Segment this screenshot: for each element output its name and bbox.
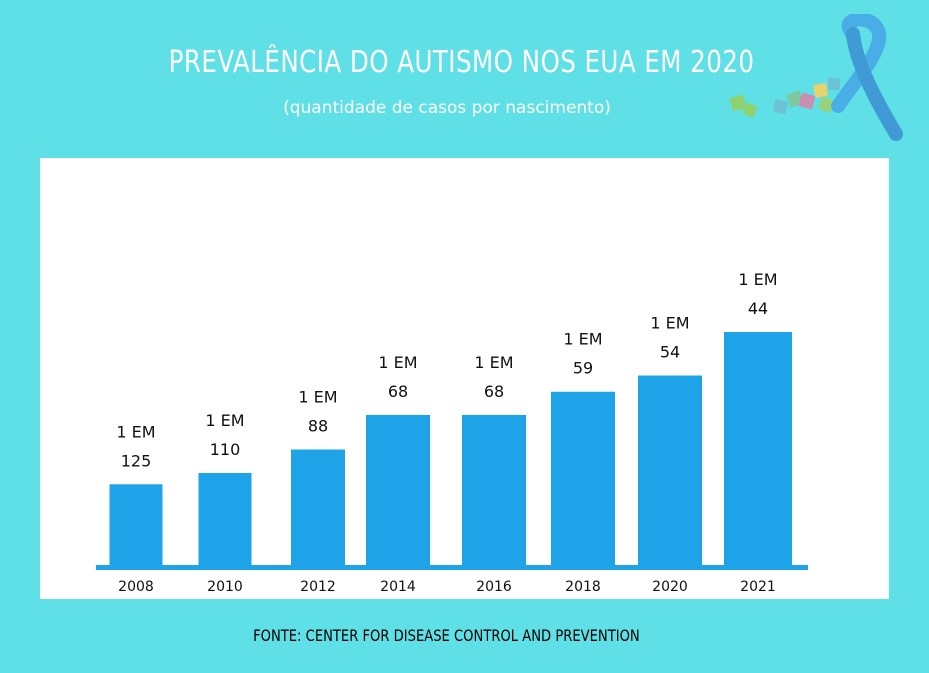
data-label-value-2008: 125 <box>121 451 152 470</box>
x-tick-label-2012: 2012 <box>300 579 336 595</box>
data-label-value-2016: 68 <box>484 382 504 401</box>
x-axis-line <box>96 565 808 570</box>
bar-2018 <box>551 391 615 567</box>
bar-2020 <box>638 375 702 567</box>
bar-chart: 1 EM 125 2008 1 EM 110 2010 1 EM 88 2012 1 EM 68 20… <box>96 270 808 595</box>
data-label-value-2012: 88 <box>308 417 328 436</box>
data-label-prefix-2008: 1 EM <box>116 422 155 441</box>
x-tick-label-2016: 2016 <box>476 579 512 595</box>
data-label-prefix-2014: 1 EM <box>378 353 417 372</box>
chart-subtitle: (quantidade de casos por nascimento) <box>283 98 611 118</box>
x-tick-label-2021: 2021 <box>740 579 776 595</box>
bar-2010 <box>198 473 252 567</box>
x-tick-label-2018: 2018 <box>565 579 601 595</box>
data-label-prefix-2012: 1 EM <box>298 388 337 407</box>
data-label-value-2020: 54 <box>660 343 680 362</box>
data-label-prefix-2018: 1 EM <box>563 330 602 349</box>
data-label-prefix-2021: 1 EM <box>738 270 777 289</box>
x-tick-label-2010: 2010 <box>207 579 243 595</box>
x-tick-label-2014: 2014 <box>380 579 416 595</box>
data-label-value-2021: 44 <box>748 299 768 318</box>
x-tick-label-2020: 2020 <box>652 579 688 595</box>
data-label-value-2010: 110 <box>210 440 241 459</box>
data-label-prefix-2020: 1 EM <box>650 314 689 333</box>
bar-2021 <box>724 332 792 567</box>
chart-panel: 1 EM 125 2008 1 EM 110 2010 1 EM 88 2012 1 EM 68 20… <box>40 158 889 599</box>
data-label-prefix-2016: 1 EM <box>474 353 513 372</box>
bar-2012 <box>291 449 345 567</box>
source-note: FONTE: CENTER FOR DISEASE CONTROL AND PR… <box>253 626 640 645</box>
data-label-value-2014: 68 <box>388 382 408 401</box>
bar-2008 <box>109 484 163 567</box>
puzzle-pieces-icon <box>729 77 841 118</box>
chart-title: PREVALÊNCIA DO AUTISMO NOS EUA EM 2020 <box>168 45 755 80</box>
awareness-ribbon-icon <box>728 12 908 153</box>
data-label-value-2018: 59 <box>573 359 593 378</box>
bar-2014 <box>366 414 430 567</box>
data-label-prefix-2010: 1 EM <box>205 411 244 430</box>
x-tick-label-2008: 2008 <box>118 579 154 595</box>
bar-2016 <box>462 414 526 567</box>
